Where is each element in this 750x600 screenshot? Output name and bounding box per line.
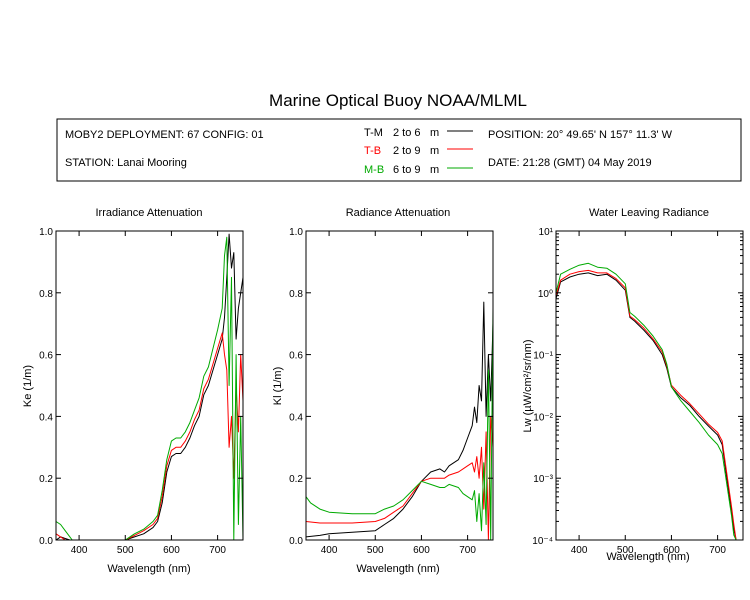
info-box: MOBY2 DEPLOYMENT: 67 CONFIG: 01 STATION:… [56,118,742,182]
water-leaving-x-tick-label: 600 [663,545,680,556]
irradiance-y-tick-label: 0.6 [39,351,53,362]
radiance-panel: Radiance Attenuation Wavelength (nm) Kl … [272,207,494,575]
panel-title-radiance: Radiance Attenuation [346,207,451,219]
water-leaving-x-tick-label: 500 [617,545,634,556]
water-leaving-y-tick-label: 10¹ [539,227,554,238]
radiance-series-t-b [305,415,494,541]
legend-unit-mb: m [430,164,439,176]
panel-title-water-leaving: Water Leaving Radiance [589,207,709,219]
water-leaving-series-m-b [555,262,737,541]
info-box-frame [56,118,742,182]
station-text: STATION: Lanai Mooring [65,157,187,169]
legend-range-tm: 2 to 6 [393,127,421,139]
radiance-y-tick-label: 0.6 [289,351,303,362]
y-axis-label-water-leaving: Lw (µW/cm²/sr/nm) [522,339,534,432]
radiance-y-tick-label: 0.0 [289,536,303,547]
irradiance-x-tick-label: 500 [117,545,134,556]
water-leaving-y-tick-label: 10⁰ [538,289,553,300]
legend-code-mb: M-B [364,164,384,176]
radiance-x-tick-label: 700 [459,545,476,556]
figure-title: Marine Optical Buoy NOAA/MLML [269,91,527,110]
radiance-x-tick-label: 400 [321,545,338,556]
irradiance-series-t-m [55,233,244,541]
y-axis-label-irradiance: Ke (1/m) [22,365,34,407]
water-leaving-y-tick-label: 10⁻⁴ [532,536,553,547]
deployment-text: MOBY2 DEPLOYMENT: 67 CONFIG: 01 [65,129,264,141]
x-axis-label-irradiance: Wavelength (nm) [107,563,190,575]
irradiance-y-tick-label: 0.0 [39,536,53,547]
position-text: POSITION: 20° 49.65' N 157° 11.3' W [488,129,673,141]
legend-code-tb: T-B [364,145,381,157]
irradiance-y-tick-label: 0.8 [39,289,53,300]
panel-title-irradiance: Irradiance Attenuation [95,207,202,219]
water-leaving-y-tick-label: 10⁻³ [533,474,553,485]
radiance-plot-frame [305,230,494,541]
water-leaving-y-tick-label: 10⁻² [533,412,553,423]
legend-entry-mb: M-B 6 to 9 m [364,164,473,176]
legend-range-mb: 6 to 9 [393,164,421,176]
irradiance-y-tick-label: 1.0 [39,227,53,238]
irradiance-x-tick-label: 700 [209,545,226,556]
x-axis-label-water-leaving: Wavelength (nm) [606,551,689,563]
x-axis-label-radiance: Wavelength (nm) [356,563,439,575]
radiance-x-tick-label: 500 [367,545,384,556]
y-axis-label-radiance: Kl (1/m) [272,367,284,406]
radiance-y-tick-label: 1.0 [289,227,303,238]
water-leaving-panel: Water Leaving Radiance Wavelength (nm) L… [522,207,744,563]
radiance-y-tick-label: 0.4 [289,412,303,423]
legend: T-M 2 to 6 m T-B 2 to 9 m M-B 6 to 9 m [364,127,473,176]
legend-range-tb: 2 to 9 [393,145,421,157]
water-leaving-x-tick-label: 700 [709,545,726,556]
water-leaving-series-t-m [555,272,737,541]
legend-unit-tb: m [430,145,439,157]
legend-code-tm: T-M [364,127,383,139]
irradiance-panel: Irradiance Attenuation Wavelength (nm) K… [22,207,244,575]
irradiance-series-m-b [55,236,244,541]
legend-unit-tm: m [430,127,439,139]
water-leaving-series-t-b [555,269,737,541]
date-text: DATE: 21:28 (GMT) 04 May 2019 [488,157,652,169]
radiance-x-tick-label: 600 [413,545,430,556]
radiance-series-m-b [305,308,494,541]
radiance-y-tick-label: 0.8 [289,289,303,300]
water-leaving-plot-frame [555,230,744,541]
legend-entry-tb: T-B 2 to 9 m [364,145,473,157]
water-leaving-x-tick-label: 400 [571,545,588,556]
legend-entry-tm: T-M 2 to 6 m [364,127,473,139]
radiance-series-t-m [305,301,494,538]
irradiance-x-tick-label: 600 [163,545,180,556]
irradiance-x-tick-label: 400 [71,545,88,556]
radiance-y-tick-label: 0.2 [289,474,303,485]
irradiance-y-tick-label: 0.4 [39,412,53,423]
water-leaving-y-tick-label: 10⁻¹ [533,351,553,362]
irradiance-plot-frame [55,230,244,541]
irradiance-y-tick-label: 0.2 [39,474,53,485]
